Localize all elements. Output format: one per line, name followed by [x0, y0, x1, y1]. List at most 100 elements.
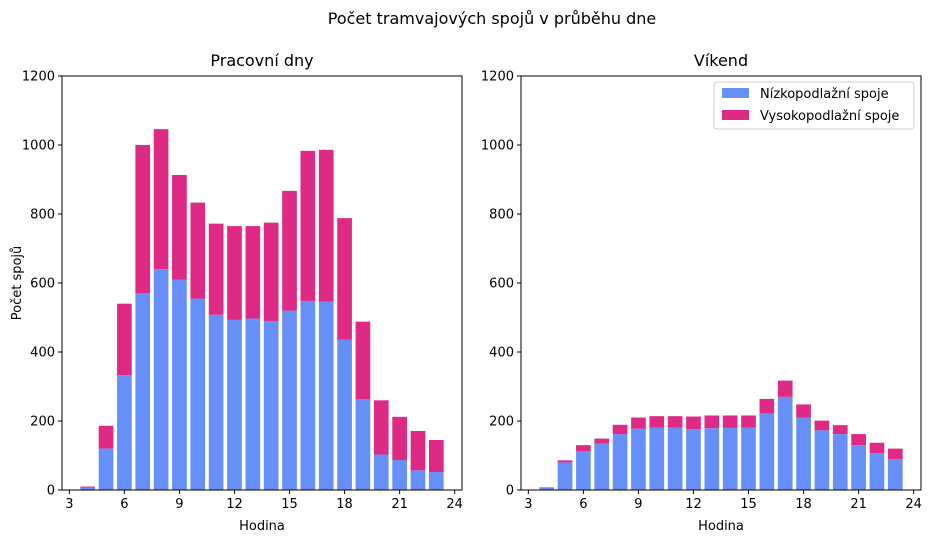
ytick-label-weekdays-400: 400 — [30, 346, 55, 361]
bar-weekdays-high-floor-19 — [355, 321, 371, 400]
xtick-label-weekdays-18: 18 — [336, 497, 353, 512]
legend-swatch-low-floor — [722, 88, 749, 98]
bar-weekdays-low-floor-19 — [355, 399, 371, 490]
xtick-label-weekend-6: 6 — [579, 497, 587, 512]
bar-weekend-low-floor-14 — [722, 427, 738, 490]
ytick-label-weekdays-0: 0 — [47, 484, 55, 499]
plot-weekdays-ticks: 3 6 9 12 15 18 21 24 0 200 400 600 800 1000 1200 — [22, 70, 463, 513]
bar-weekdays-low-floor-17 — [318, 301, 334, 490]
ytick-label-weekdays-1200: 1200 — [22, 70, 55, 85]
bar-weekdays-low-floor-8 — [153, 269, 169, 490]
bar-weekend-low-floor-23 — [887, 458, 903, 490]
bar-weekend-high-floor-7 — [594, 438, 610, 444]
xtick-label-weekend-9: 9 — [634, 497, 642, 512]
plot-weekdays-title: Pracovní dny — [210, 51, 313, 70]
plot-weekdays: Pracovní dny Hodina Počet spojů 3 6 9 12 15 1… — [10, 51, 463, 534]
bar-weekend-low-floor-9 — [631, 428, 646, 490]
xtick-label-weekend-3: 3 — [524, 497, 532, 512]
xtick-label-weekend-12: 12 — [685, 497, 702, 512]
bar-weekdays-low-floor-9 — [172, 279, 187, 490]
bar-weekend-high-floor-18 — [796, 404, 811, 418]
ytick-label-weekdays-1000: 1000 — [22, 139, 55, 154]
bar-weekdays-high-floor-10 — [190, 202, 206, 299]
bar-weekend-high-floor-15 — [741, 415, 756, 428]
xtick-label-weekend-18: 18 — [795, 497, 812, 512]
bar-weekend-low-floor-6 — [576, 451, 591, 490]
bar-weekdays-low-floor-6 — [117, 375, 132, 490]
plot-weekend-xlabel: Hodina — [698, 519, 744, 534]
bar-weekdays-high-floor-5 — [98, 425, 114, 449]
ytick-label-weekend-1000: 1000 — [481, 139, 514, 154]
bar-weekdays-high-floor-11 — [208, 223, 224, 315]
plot-weekend-title: Víkend — [694, 51, 748, 70]
legend-swatch-high-floor — [722, 110, 749, 120]
bar-weekend-high-floor-21 — [851, 434, 866, 446]
bar-weekdays-high-floor-9 — [172, 175, 187, 280]
bar-weekdays-low-floor-16 — [300, 300, 316, 490]
bar-weekend-low-floor-4 — [539, 487, 555, 490]
bar-weekend-low-floor-16 — [759, 413, 775, 490]
bar-weekdays-low-floor-22 — [410, 470, 426, 490]
plot-weekdays-ylabel: Počet spojů — [10, 246, 25, 321]
legend: Nízkopodlažní spoje Vysokopodlažní spoje — [713, 81, 915, 130]
xtick-label-weekdays-24: 24 — [446, 497, 463, 512]
bar-weekend-low-floor-21 — [851, 445, 866, 490]
bar-weekend-high-floor-11 — [667, 416, 683, 428]
plot-weekend: Víkend Hodina 3 6 9 12 15 18 21 24 0 200 400 600 800… — [481, 51, 922, 534]
bar-weekdays-low-floor-13 — [245, 318, 261, 490]
xtick-label-weekdays-6: 6 — [120, 497, 128, 512]
bar-weekdays-high-floor-13 — [245, 226, 261, 319]
bar-weekend-high-floor-10 — [649, 416, 665, 428]
ytick-label-weekdays-200: 200 — [30, 415, 55, 430]
bar-weekend-high-floor-22 — [869, 442, 885, 454]
ytick-label-weekend-400: 400 — [489, 346, 514, 361]
bar-weekend-low-floor-5 — [557, 462, 573, 490]
bar-weekend-high-floor-20 — [832, 425, 848, 435]
bar-weekend-low-floor-7 — [594, 443, 610, 490]
bar-weekend-low-floor-11 — [667, 427, 683, 490]
legend-label-high-floor: Vysokopodlažní spoje — [760, 109, 899, 124]
xtick-label-weekdays-15: 15 — [281, 497, 298, 512]
bar-weekdays-low-floor-20 — [373, 454, 389, 490]
bar-weekend-high-floor-12 — [686, 416, 701, 430]
xtick-label-weekdays-12: 12 — [226, 497, 243, 512]
bar-weekend-high-floor-9 — [631, 417, 646, 429]
bar-weekdays-high-floor-22 — [410, 431, 426, 471]
bar-weekend-high-floor-6 — [576, 445, 591, 452]
bar-weekend-high-floor-5 — [557, 460, 573, 463]
bar-weekend-high-floor-17 — [777, 380, 793, 397]
legend-box — [713, 81, 915, 130]
bar-weekdays-low-floor-5 — [98, 448, 114, 490]
plot-weekdays-xlabel: Hodina — [239, 519, 285, 534]
xtick-label-weekend-24: 24 — [905, 497, 922, 512]
xtick-label-weekdays-9: 9 — [175, 497, 183, 512]
ytick-label-weekdays-600: 600 — [30, 277, 55, 292]
ytick-label-weekend-800: 800 — [489, 208, 514, 223]
bar-weekend-low-floor-10 — [649, 427, 665, 490]
bar-weekdays-high-floor-14 — [263, 222, 279, 321]
bar-weekdays-low-floor-23 — [428, 472, 444, 490]
plot-weekend-frame — [520, 75, 922, 491]
bar-weekend-low-floor-19 — [814, 430, 830, 490]
bar-weekdays-high-floor-4 — [80, 486, 96, 488]
plot-weekdays-bars — [80, 129, 444, 490]
bar-weekend-low-floor-13 — [704, 428, 720, 490]
bar-weekdays-high-floor-18 — [337, 218, 352, 340]
bar-weekdays-low-floor-10 — [190, 298, 206, 490]
bar-weekdays-low-floor-12 — [227, 319, 242, 490]
bar-weekdays-high-floor-7 — [135, 145, 151, 294]
ytick-label-weekend-0: 0 — [506, 484, 514, 499]
bar-weekdays-low-floor-18 — [337, 339, 352, 490]
bar-weekend-high-floor-16 — [759, 398, 775, 414]
ytick-label-weekend-1200: 1200 — [481, 70, 514, 85]
bar-weekdays-low-floor-15 — [282, 310, 297, 490]
bar-weekdays-high-floor-12 — [227, 226, 242, 320]
xtick-label-weekdays-21: 21 — [391, 497, 408, 512]
bar-weekend-low-floor-8 — [612, 434, 628, 490]
bar-weekend-high-floor-13 — [704, 415, 720, 429]
bar-weekdays-low-floor-4 — [80, 487, 96, 490]
legend-label-low-floor: Nízkopodlažní spoje — [760, 87, 889, 102]
bar-weekend-high-floor-8 — [612, 424, 628, 435]
bar-weekdays-high-floor-16 — [300, 150, 316, 301]
bar-weekend-low-floor-18 — [796, 417, 811, 490]
